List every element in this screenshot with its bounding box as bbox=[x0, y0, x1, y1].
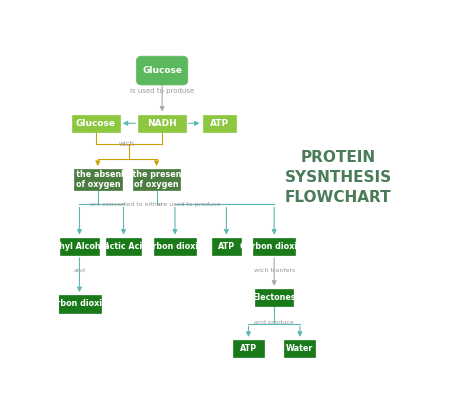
Text: Carbon dioxide: Carbon dioxide bbox=[141, 242, 209, 251]
FancyBboxPatch shape bbox=[106, 237, 141, 255]
Text: NADH: NADH bbox=[147, 119, 177, 128]
FancyBboxPatch shape bbox=[138, 115, 186, 132]
Text: wich: wich bbox=[119, 141, 135, 147]
Text: Glucose: Glucose bbox=[76, 119, 116, 128]
Text: ATP: ATP bbox=[218, 242, 235, 251]
FancyBboxPatch shape bbox=[202, 115, 236, 132]
Text: Electones: Electones bbox=[252, 293, 296, 302]
FancyBboxPatch shape bbox=[233, 340, 264, 357]
Text: in the absence
of oxygen: in the absence of oxygen bbox=[64, 169, 131, 189]
Text: is used to produse: is used to produse bbox=[130, 88, 194, 94]
Text: Carbon dioxide: Carbon dioxide bbox=[46, 299, 114, 308]
Text: Carbon dioxide: Carbon dioxide bbox=[240, 242, 308, 251]
FancyBboxPatch shape bbox=[137, 56, 188, 85]
Text: wich tranfers: wich tranfers bbox=[254, 269, 295, 273]
Text: are used to produce: are used to produce bbox=[156, 202, 220, 207]
Text: ATP: ATP bbox=[210, 119, 228, 128]
FancyBboxPatch shape bbox=[133, 169, 181, 190]
FancyBboxPatch shape bbox=[72, 115, 120, 132]
Text: Water: Water bbox=[286, 344, 314, 353]
FancyBboxPatch shape bbox=[154, 237, 196, 255]
Text: In the presence
of oxygen: In the presence of oxygen bbox=[121, 169, 192, 189]
FancyBboxPatch shape bbox=[253, 237, 295, 255]
FancyBboxPatch shape bbox=[60, 237, 99, 255]
Text: are converted to either: are converted to either bbox=[91, 202, 164, 207]
Text: and: and bbox=[73, 269, 85, 273]
FancyBboxPatch shape bbox=[255, 289, 293, 306]
FancyBboxPatch shape bbox=[284, 340, 316, 357]
Text: Glucose: Glucose bbox=[142, 66, 182, 75]
FancyBboxPatch shape bbox=[212, 237, 241, 255]
Text: ATP: ATP bbox=[240, 344, 257, 353]
Text: PROTEIN
SYSNTHESIS
FLOWCHART: PROTEIN SYSNTHESIS FLOWCHART bbox=[285, 150, 392, 205]
Text: Ethyl Alcohol: Ethyl Alcohol bbox=[50, 242, 109, 251]
Text: and produce: and produce bbox=[255, 320, 294, 325]
FancyBboxPatch shape bbox=[58, 295, 100, 312]
FancyBboxPatch shape bbox=[74, 169, 122, 190]
Text: Lactic Acid: Lactic Acid bbox=[99, 242, 148, 251]
